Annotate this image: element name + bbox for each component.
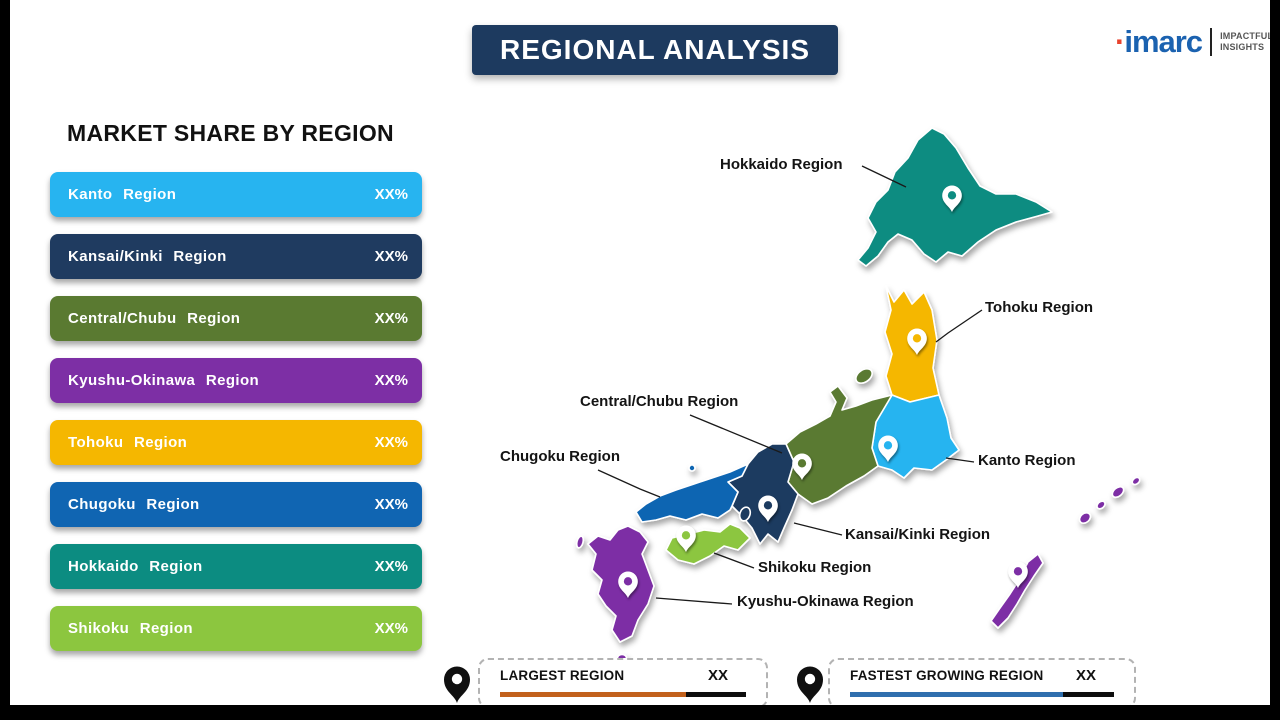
largest-region-bar [500, 692, 746, 697]
map-label-shikoku: Shikoku Region [758, 559, 872, 576]
region-chugoku [635, 463, 749, 523]
leader-kanto [945, 457, 975, 463]
brand-dot: · [1115, 24, 1125, 59]
market-share-list: Kanto Region XX% Kansai/Kinki Region XX%… [50, 172, 422, 668]
region-okinawa [990, 553, 1044, 629]
logo-tagline: IMPACTFUL INSIGHTS [1220, 31, 1270, 53]
island-tsushima [575, 535, 585, 549]
brand-wordmark: ·imarc [1115, 24, 1203, 59]
title-banner: REGIONAL ANALYSIS [472, 25, 838, 75]
region-bar-value: XX% [374, 434, 408, 451]
region-bar-value: XX% [374, 620, 408, 637]
island-amami-3 [1111, 485, 1125, 499]
leader-kansai [793, 522, 843, 536]
region-bar-label: Tohoku Region [68, 434, 188, 451]
map-label-hokkaido: Hokkaido Region [720, 156, 843, 173]
largest-region-label: LARGEST REGION [500, 668, 625, 683]
region-bar-value: XX% [374, 310, 408, 327]
region-bar-label: Kanto Region [68, 186, 177, 203]
region-shikoku [665, 523, 751, 565]
largest-region-bar-fill [500, 692, 686, 697]
region-bar-shikoku: Shikoku Region XX% [50, 606, 422, 651]
leader-chugoku [597, 469, 661, 498]
map-pin-kansai [758, 495, 778, 522]
largest-region-bar-end [686, 692, 746, 697]
map-label-kansai: Kansai/Kinki Region [845, 526, 991, 543]
map-label-kyushu: Kyushu-Okinawa Region [737, 593, 914, 610]
market-share-heading: MARKET SHARE BY REGION [67, 120, 394, 146]
brand-logo: ·imarc IMPACTFUL INSIGHTS [1115, 26, 1270, 57]
leader-central [689, 414, 783, 454]
fastest-growing-bar-fill [850, 692, 1064, 697]
map-pin-shikoku [676, 525, 696, 552]
region-bar-label: Hokkaido Region [68, 558, 203, 575]
island-awaji [738, 506, 752, 522]
region-bar-label: Shikoku Region [68, 620, 193, 637]
region-bar-hokkaido: Hokkaido Region XX% [50, 544, 422, 589]
leader-kyushu [655, 597, 733, 605]
brand-text: imarc [1124, 24, 1203, 59]
region-bar-value: XX% [374, 558, 408, 575]
fastest-growing-value: XX [1075, 667, 1096, 684]
page-title: REGIONAL ANALYSIS [499, 34, 810, 65]
island-oki [688, 464, 696, 472]
region-bar-kansai: Kansai/Kinki Region XX% [50, 234, 422, 279]
region-bar-label: Kyushu-Okinawa Region [68, 372, 260, 389]
region-bar-central: Central/Chubu Region XX% [50, 296, 422, 341]
map-label-central: Central/Chubu Region [580, 393, 739, 410]
region-bar-value: XX% [374, 496, 408, 513]
leader-lines [597, 165, 983, 605]
logo-tagline-line1: IMPACTFUL [1220, 30, 1270, 41]
logo-divider [1210, 27, 1213, 56]
region-bar-label: Kansai/Kinki Region [68, 248, 227, 265]
fastest-growing-bar-end [1063, 692, 1114, 697]
largest-region-box: LARGEST REGION XX [478, 658, 768, 705]
fastest-growing-bar [850, 692, 1114, 697]
fastest-growing-label: FASTEST GROWING REGION [850, 668, 1044, 683]
leader-hokkaido [861, 165, 907, 188]
island-amami-4 [1131, 476, 1141, 486]
island-sado [855, 368, 873, 384]
region-bar-kyushu-okinawa: Kyushu-Okinawa Region XX% [50, 358, 422, 403]
japan-map: Hokkaido Region Tohoku Region Central/Ch… [440, 90, 1160, 670]
largest-region-value: XX [707, 667, 728, 684]
map-pin-okinawa [1008, 561, 1028, 588]
region-bar-chugoku: Chugoku Region XX% [50, 482, 422, 527]
map-pin-hokkaido [942, 185, 962, 212]
leader-shikoku [713, 552, 755, 569]
map-pin-kyushu [618, 571, 638, 598]
map-label-kanto: Kanto Region [978, 452, 1076, 469]
region-bar-label: Chugoku Region [68, 496, 200, 513]
fastest-growing-pin-icon [797, 666, 823, 703]
japan-map-svg [575, 127, 1141, 670]
slide: REGIONAL ANALYSIS ·imarc IMPACTFUL INSIG… [10, 0, 1270, 705]
map-pin-kanto [878, 435, 898, 462]
region-bar-value: XX% [374, 248, 408, 265]
island-amami-1 [1078, 512, 1092, 524]
map-label-tohoku: Tohoku Region [985, 299, 1094, 316]
fastest-growing-box: FASTEST GROWING REGION XX [828, 658, 1136, 705]
region-bar-value: XX% [374, 372, 408, 389]
map-pin-tohoku [907, 328, 927, 355]
map-label-chugoku: Chugoku Region [500, 448, 620, 465]
island-amami-2 [1096, 500, 1106, 510]
leader-tohoku [935, 309, 983, 343]
largest-region-pin-icon [444, 666, 470, 703]
region-bar-tohoku: Tohoku Region XX% [50, 420, 422, 465]
region-bar-kanto: Kanto Region XX% [50, 172, 422, 217]
map-pin-central [792, 453, 812, 480]
region-bar-value: XX% [374, 186, 408, 203]
logo-tagline-line2: INSIGHTS [1220, 41, 1265, 52]
region-bar-label: Central/Chubu Region [68, 310, 241, 327]
